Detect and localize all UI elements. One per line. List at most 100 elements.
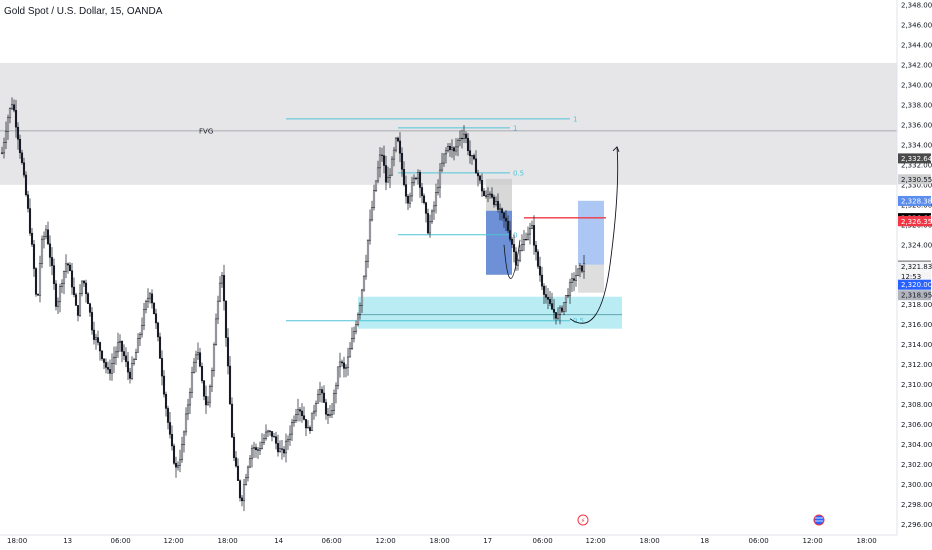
- candle: [356, 312, 360, 327]
- candle: [168, 412, 172, 439]
- x-tick-label: 18:00: [430, 537, 450, 545]
- candle: [240, 495, 244, 507]
- candle: [322, 385, 326, 403]
- candle: [440, 152, 444, 173]
- candle: [284, 433, 288, 463]
- candle: [264, 424, 268, 441]
- candle: [54, 280, 58, 311]
- candle: [312, 404, 316, 420]
- x-tick-label: 12:00: [376, 537, 396, 545]
- candle: [458, 130, 462, 147]
- candle: [314, 400, 318, 417]
- candle: [60, 279, 64, 294]
- candle: [260, 433, 264, 450]
- candle: [478, 174, 482, 184]
- candle: [484, 190, 488, 199]
- candle: [558, 305, 562, 325]
- candle: [374, 180, 378, 192]
- candle: [320, 386, 324, 403]
- candle: [90, 307, 94, 335]
- candle: [26, 190, 30, 213]
- candle: [354, 320, 358, 335]
- candle: [228, 356, 232, 405]
- candle: [248, 454, 252, 469]
- candle: [494, 196, 498, 207]
- candle: [364, 254, 368, 280]
- candle: [198, 347, 202, 368]
- y-tick-label: 2,304.000: [901, 441, 932, 449]
- candle: [334, 382, 338, 404]
- candle: [200, 362, 204, 384]
- candle: [318, 381, 322, 403]
- x-tick-label: 18:00: [640, 537, 660, 545]
- candle: [146, 288, 150, 308]
- candle: [182, 430, 186, 453]
- candle: [170, 425, 174, 451]
- x-tick-label: 17: [483, 537, 492, 545]
- candle: [18, 134, 22, 159]
- candle: [574, 265, 578, 287]
- candle: [422, 193, 426, 205]
- candle: [262, 433, 266, 446]
- candle: [28, 198, 32, 236]
- candle: [96, 330, 100, 346]
- x-tick-label: 12:00: [164, 537, 184, 545]
- candle: [238, 479, 242, 502]
- candle: [40, 235, 44, 269]
- candle: [342, 356, 346, 378]
- candle: [208, 384, 212, 408]
- candle: [412, 174, 416, 187]
- y-tick-label: 2,348.000: [901, 2, 932, 10]
- lightning-icon: [577, 514, 589, 526]
- candle: [120, 340, 124, 363]
- candle: [540, 266, 544, 290]
- candle: [218, 276, 222, 303]
- candle: [332, 389, 336, 415]
- candle: [232, 433, 236, 461]
- candle: [116, 332, 120, 358]
- candle: [476, 169, 480, 187]
- candle: [8, 107, 12, 124]
- candle: [222, 264, 226, 311]
- candle: [326, 407, 330, 424]
- price-tag-label: 2,332.645: [901, 155, 932, 163]
- candle: [148, 292, 152, 304]
- candle: [280, 439, 284, 460]
- candle: [2, 137, 6, 159]
- candle: [380, 147, 384, 162]
- x-tick-label: 18:00: [218, 537, 238, 545]
- candle: [126, 351, 130, 381]
- candle: [300, 403, 304, 423]
- candle: [550, 292, 554, 310]
- candle: [110, 353, 114, 381]
- x-tick-label: 18: [700, 537, 709, 545]
- candle: [538, 256, 542, 282]
- candle: [82, 280, 86, 287]
- candle: [552, 299, 556, 320]
- price-tag-label: 2,330.556: [901, 176, 932, 184]
- candle: [398, 132, 402, 163]
- candle: [58, 283, 62, 313]
- candle: [516, 258, 520, 271]
- candle: [428, 214, 432, 238]
- candle: [446, 143, 450, 153]
- x-tick-label: 12:00: [586, 537, 606, 545]
- candle: [528, 222, 532, 245]
- candle: [190, 366, 194, 399]
- candle: [112, 346, 116, 374]
- fib-label-05: 0.5: [513, 169, 524, 177]
- candle: [466, 132, 470, 156]
- candle: [266, 429, 270, 438]
- candle: [286, 435, 290, 450]
- candle: [448, 143, 452, 157]
- candle: [36, 293, 40, 296]
- candle: [172, 443, 176, 465]
- price-tag-label: 12:53: [901, 273, 921, 281]
- candle: [536, 249, 540, 269]
- candle: [236, 458, 240, 481]
- candle: [184, 407, 188, 436]
- candle: [578, 262, 582, 278]
- candle: [496, 193, 500, 213]
- y-tick-label: 2,332.000: [901, 161, 932, 169]
